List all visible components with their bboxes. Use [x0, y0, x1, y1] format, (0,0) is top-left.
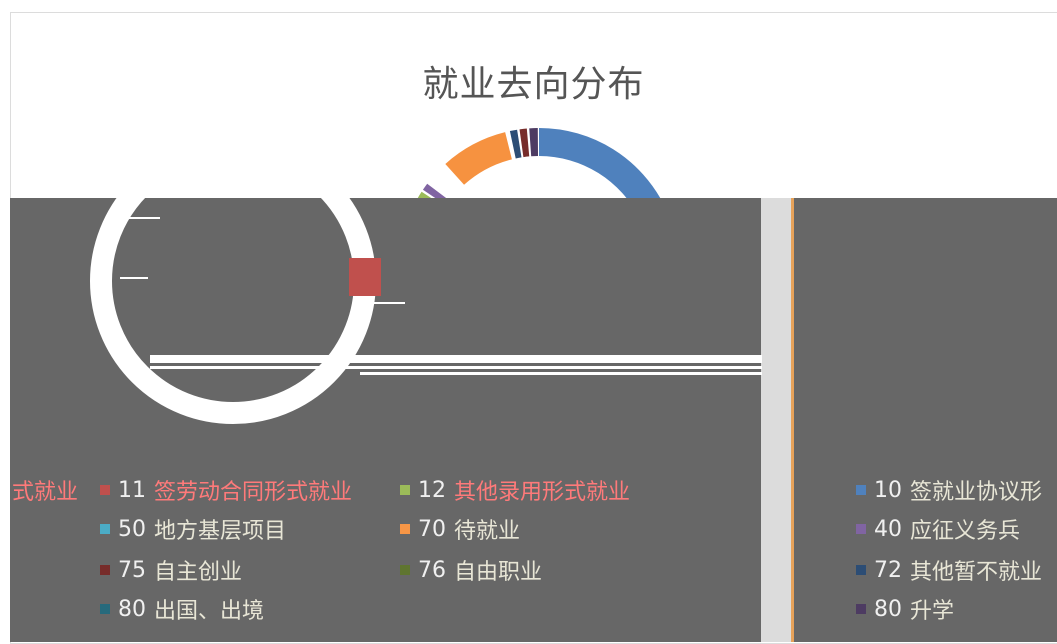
- rendering-glitch-band: [10, 198, 1057, 642]
- legend-item: 80 出国、出境: [100, 593, 264, 625]
- donut-slice-dark1: [509, 129, 522, 159]
- donut-slice-green: [417, 191, 432, 198]
- legend-count: 70: [418, 516, 446, 542]
- panel-separator: [761, 198, 791, 642]
- legend-label: 签劳动合同形式就业: [154, 480, 353, 505]
- legend-swatch: [400, 485, 410, 495]
- legend-item-cut: 式就业: [12, 474, 78, 506]
- chart-title: 就业去向分布: [422, 64, 645, 105]
- legend-count: 75: [118, 557, 146, 583]
- donut-ring-ghost: [90, 138, 376, 424]
- legend-item: 11 签劳动合同形式就业: [100, 474, 352, 506]
- legend-swatch: [100, 565, 110, 575]
- legend-count: 10: [874, 477, 902, 503]
- legend-item: 72 其他暂不就业: [856, 554, 1042, 586]
- legend-count: 11: [118, 477, 146, 503]
- donut-slice-purple: [422, 183, 447, 198]
- legend-swatch: [856, 565, 866, 575]
- legend-item: 80 升学: [856, 593, 954, 625]
- legend-item: 12 其他录用形式就业: [400, 474, 630, 506]
- legend-item: 50 地方基层项目: [100, 513, 286, 545]
- legend-item: 70 待就业: [400, 513, 520, 545]
- glitch-streak: [150, 355, 762, 363]
- legend-swatch: [400, 565, 410, 575]
- legend-label: 自主创业: [154, 560, 243, 585]
- donut-slice-red: [349, 258, 381, 296]
- legend-label: 自由职业: [454, 560, 543, 585]
- legend-count: 76: [418, 557, 446, 583]
- donut-slice-dark2: [519, 128, 530, 158]
- glitch-streak: [150, 366, 762, 369]
- legend-item: 75 自主创业: [100, 554, 242, 586]
- donut-chart-top: [417, 128, 661, 198]
- legend-label: 出国、出境: [154, 599, 265, 624]
- legend-swatch: [100, 604, 110, 614]
- legend-label: 地方基层项目: [154, 519, 287, 544]
- legend-swatch: [856, 604, 866, 614]
- legend-item: 76 自由职业: [400, 554, 542, 586]
- legend-count: 50: [118, 516, 146, 542]
- legend-count: 80: [118, 596, 146, 622]
- legend-label: 升学: [910, 599, 955, 624]
- legend-swatch: [400, 524, 410, 534]
- legend-count: 80: [874, 596, 902, 622]
- legend-swatch: [856, 524, 866, 534]
- legend-swatch: [100, 524, 110, 534]
- legend-label: 其他录用形式就业: [454, 480, 631, 505]
- glitch-streak: [360, 372, 762, 375]
- panel-separator-accent: [791, 198, 794, 642]
- legend-item: 10 签就业协议形: [856, 474, 1042, 506]
- legend-swatch: [100, 485, 110, 495]
- legend-swatch: [856, 485, 866, 495]
- donut-slice-orange: [445, 132, 512, 185]
- legend-label: 待就业: [454, 519, 521, 544]
- legend-item: 40 应征义务兵: [856, 513, 1020, 545]
- legend-count: 12: [418, 477, 446, 503]
- legend-count: 40: [874, 516, 902, 542]
- legend-label: 式就业: [12, 480, 79, 505]
- donut-slice-blue: [539, 128, 661, 198]
- legend-label: 应征义务兵: [910, 519, 1021, 544]
- legend-label: 签就业协议形: [910, 480, 1043, 505]
- legend-label: 其他暂不就业: [910, 560, 1043, 585]
- donut-slice-dark3: [529, 128, 539, 157]
- legend-count: 72: [874, 557, 902, 583]
